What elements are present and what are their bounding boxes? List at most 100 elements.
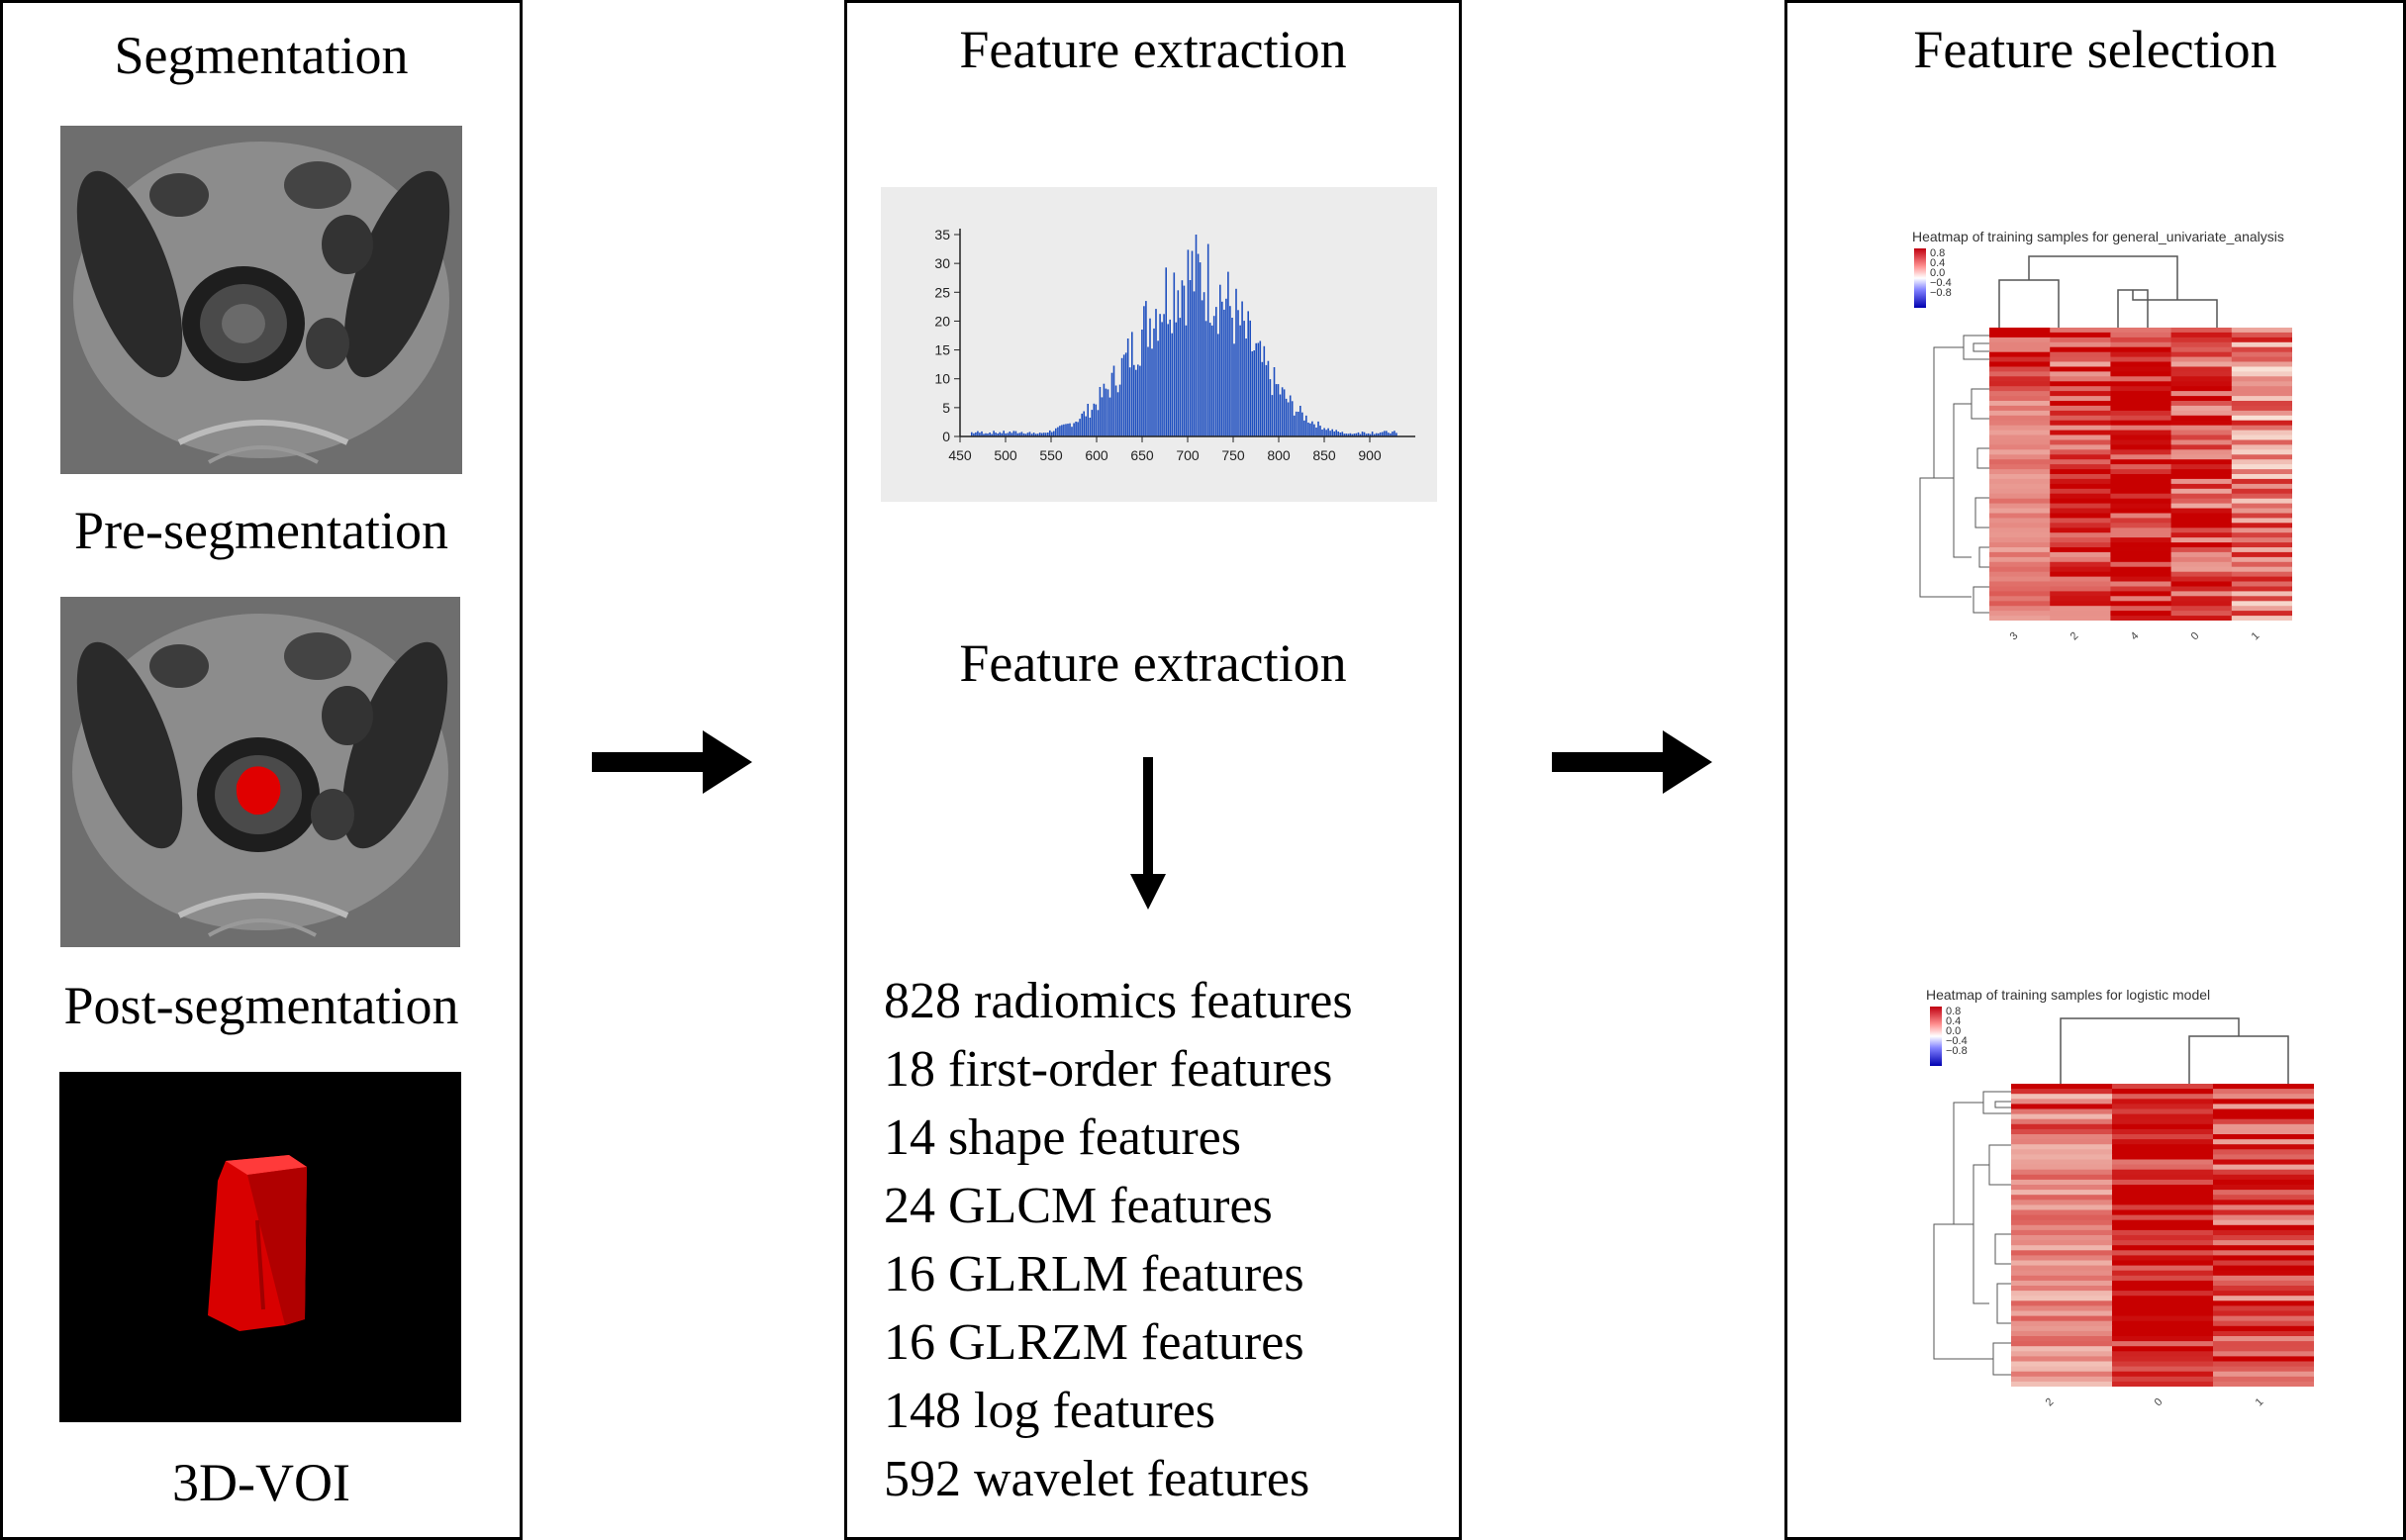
histogram-bar [1137,364,1139,436]
heatmap-cell [2213,1118,2314,1125]
heatmap-cell [2110,396,2172,402]
legend-value: 0.8 [1946,1006,1962,1017]
histogram-bar [1237,310,1239,436]
heatmap-cell [2213,1255,2314,1261]
heatmap-cell [2050,469,2111,475]
feature-count-line: 16 GLRLM features [884,1246,1304,1302]
heatmap-cell [2170,474,2233,480]
histogram-bar [1355,433,1358,436]
heatmap-cell [2213,1169,2314,1176]
heatmap-cell [2170,346,2233,353]
heatmap-cell [1989,386,2051,392]
heatmap-cell [2112,1371,2214,1378]
heatmap-cell [2050,341,2111,348]
heatmap-cell [2213,1149,2314,1155]
histogram-bar [1120,357,1123,436]
histogram-bar [1303,420,1305,436]
heatmap-cell [2213,1356,2314,1362]
heatmap-cell [2213,1219,2314,1226]
heatmap-cell [2112,1144,2214,1150]
heatmap-cell [2231,523,2292,529]
histogram-bar [1128,367,1131,436]
heatmap-cell [2050,508,2111,514]
heatmap-cell [2112,1190,2214,1196]
heatmap-cell [2050,586,2111,592]
heatmap-cell [2110,488,2172,495]
histogram-bar [1051,432,1053,436]
histogram-bar [1108,397,1111,436]
feature-count-line: 18 first-order features [884,1041,1333,1098]
heatmap-cell [1989,542,2051,548]
histogram-bar [1379,432,1382,436]
heatmap-cell [1989,430,2051,435]
legend-value: −0.8 [1946,1045,1968,1057]
histogram-bar [977,431,979,436]
feature-extraction-subtitle: Feature extraction [959,633,1347,693]
histogram-bar [1243,321,1245,436]
histogram-bar [1149,318,1151,436]
heatmap-cell [2050,386,2111,392]
heatmap-cell [1989,434,2051,440]
histogram-bar [1317,421,1319,436]
histogram-bar [1139,365,1141,436]
heatmap-cell [2110,341,2172,348]
legend-value: 0.0 [1930,267,1946,279]
heatmap-cell [2011,1305,2113,1311]
histogram-bar [1206,243,1209,436]
heatmap-cell [2213,1154,2314,1160]
histogram-bar [1169,319,1171,436]
heatmap-cell [2110,508,2172,514]
heatmap-cell [1989,337,2051,343]
heatmap-cell [2011,1089,2113,1095]
heatmap-cell [2050,523,2111,529]
heatmap-cell [2110,586,2172,592]
histogram-bar [1199,262,1202,436]
histogram-bar [1331,429,1333,436]
histogram-bar [1034,433,1037,436]
heatmap-cell [2170,356,2233,362]
heatmap-cell [2050,601,2111,607]
heatmap-cell [2170,508,2233,514]
heatmap-cell [2110,571,2172,578]
heatmap-cell [2170,483,2233,490]
y-tick-label: 10 [934,371,950,387]
heatmap-cell [2170,351,2233,358]
heatmap-cell [2231,474,2292,480]
heatmap-cell [2011,1108,2113,1115]
heatmap-cell [2050,381,2111,387]
heatmap-cell [2213,1139,2314,1145]
heatmap-cell [2213,1185,2314,1191]
heatmap-cell [2110,351,2172,358]
heatmap-cell [2170,439,2233,445]
heatmap-cell [2213,1346,2314,1352]
heatmap-cell [2050,518,2111,524]
histogram-bar [1107,389,1109,436]
histogram-bar [1285,398,1288,436]
heatmap-cell [2170,434,2233,440]
heatmap-cell [2112,1219,2214,1226]
feature-count-line: 24 GLCM features [884,1178,1273,1234]
heatmap-cell [2231,459,2292,465]
heatmap-cell [2050,576,2111,582]
heatmap-cell [2011,1296,2113,1301]
heatmap-cell [2231,498,2292,505]
heatmap-cell [2231,542,2292,548]
legend-value: 0.8 [1930,247,1946,259]
histogram-bar [1085,416,1087,436]
histogram-bar [1083,411,1085,436]
histogram-bar [1005,433,1007,436]
histogram-bar [1301,412,1303,436]
histogram-bar [1382,432,1384,436]
histogram-bar [1311,421,1313,436]
heatmap-cell [2112,1255,2214,1261]
heatmap-cell [1989,376,2051,382]
histogram-bar [1097,410,1100,436]
heatmap-cell [2231,478,2292,485]
heatmap-cell [2112,1366,2214,1373]
heatmap-cell [2050,376,2111,382]
heatmap-cell [2110,401,2172,407]
histogram-bar [1061,425,1063,436]
heatmap-cell [2110,366,2172,372]
histogram-bar [1191,250,1194,436]
histogram-bar [1011,433,1013,436]
